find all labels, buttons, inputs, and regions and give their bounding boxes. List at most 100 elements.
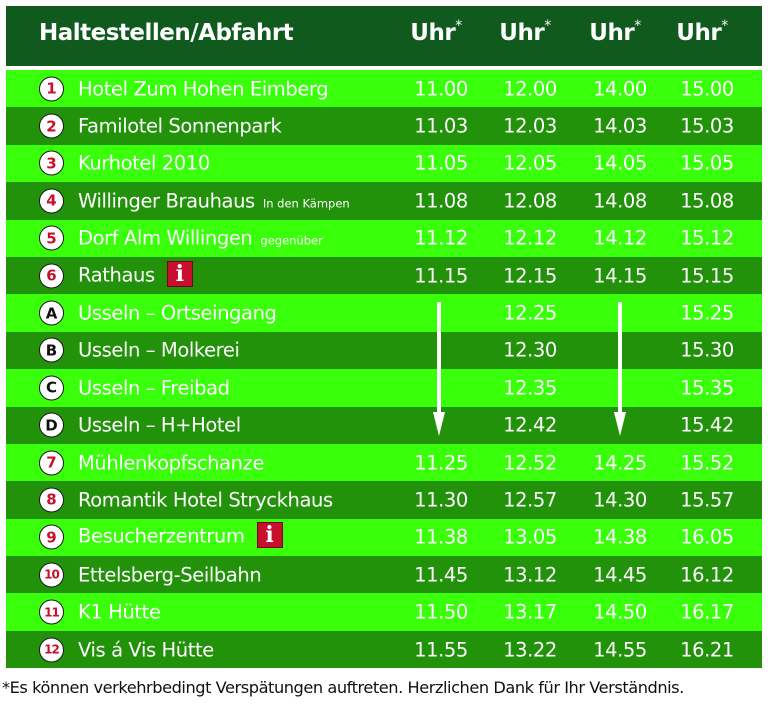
departure-time: 11.08 xyxy=(414,189,468,213)
table-row: 1 Hotel Zum Hohen Eimberg 11.00 12.00 14.00 1… xyxy=(6,70,762,108)
footnote-mark: * xyxy=(544,18,551,34)
table-row: 3 Kurhotel 2010 11.05 12.05 14.05 15.05 xyxy=(6,144,762,183)
stop-number-badge: 4 xyxy=(39,188,64,214)
header-column-label: Uhr xyxy=(410,20,456,46)
stop-name-cell: Vis á Vis Hütte xyxy=(78,638,214,661)
departure-time: 14.00 xyxy=(593,77,647,101)
stop-number-badge: 5 xyxy=(39,225,64,251)
tourist-info-icon: i xyxy=(256,522,283,549)
stop-name: Rathaus xyxy=(78,263,155,287)
header-column-2: Uhr* xyxy=(480,18,570,46)
departure-time: 15.05 xyxy=(680,151,734,175)
table-row: 8 Romantik Hotel Stryckhaus 11.30 12.57 14.3… xyxy=(6,481,762,519)
departure-time: 15.08 xyxy=(680,189,734,213)
table-row: 11 K1 Hütte 11.50 13.17 14.50 16.17 xyxy=(6,593,762,631)
stop-letter-badge: A xyxy=(39,300,64,326)
departure-time: 15.00 xyxy=(680,77,734,101)
departure-time: 11.25 xyxy=(414,451,468,475)
departure-time: 14.15 xyxy=(593,264,647,288)
stop-name: Usseln – H+Hotel xyxy=(78,413,241,437)
stop-letter-badge: D xyxy=(39,412,64,438)
stop-name-cell: Usseln – H+Hotel xyxy=(78,414,241,437)
departure-time: 12.05 xyxy=(503,151,557,175)
departure-time: 11.12 xyxy=(414,226,468,250)
stop-number-badge: 2 xyxy=(39,113,64,139)
departure-time: 16.05 xyxy=(680,525,734,549)
stop-name: Familotel Sonnenpark xyxy=(78,114,282,138)
stop-note: gegenüber xyxy=(260,233,323,248)
table-row: 12 Vis á Vis Hütte 11.55 13.22 14.55 16.21 xyxy=(6,630,762,669)
departure-time: 11.05 xyxy=(414,151,468,175)
table-row: A Usseln – Ortseingang 12.25 15.25 xyxy=(6,294,762,332)
stop-name: Romantik Hotel Stryckhaus xyxy=(78,488,333,512)
table-row: 5 Dorf Alm Willingen gegenüber 11.12 12.12 14… xyxy=(6,219,762,257)
stop-name: Vis á Vis Hütte xyxy=(78,638,214,662)
stop-number-badge: 9 xyxy=(39,524,64,550)
departure-time: 14.05 xyxy=(593,151,647,175)
departure-time: 13.12 xyxy=(503,563,557,587)
table-row: 2 Familotel Sonnenpark 11.03 12.03 14.03 15.0… xyxy=(6,107,762,145)
departure-time: 14.03 xyxy=(593,114,647,138)
departure-time: 15.15 xyxy=(680,264,734,288)
departure-time: 16.21 xyxy=(680,638,734,662)
stop-letter-badge: B xyxy=(39,337,64,363)
stop-number-badge: 11 xyxy=(39,599,64,625)
departure-time: 11.03 xyxy=(414,114,468,138)
stop-name: Usseln – Molkerei xyxy=(78,338,240,362)
footnote-mark: * xyxy=(455,18,462,34)
arrow-down-icon xyxy=(433,302,445,436)
stop-number-badge: 1 xyxy=(39,76,64,102)
stop-name-cell: Kurhotel 2010 xyxy=(78,152,210,175)
departure-time: 15.57 xyxy=(680,488,734,512)
departure-time: 11.45 xyxy=(414,563,468,587)
arrow-head xyxy=(433,411,445,436)
arrow-head xyxy=(614,411,626,436)
departure-time: 11.55 xyxy=(414,638,468,662)
departure-time: 12.57 xyxy=(503,488,557,512)
departure-time: 12.30 xyxy=(503,338,557,362)
header-title: Haltestellen/Abfahrt xyxy=(39,20,294,46)
stop-note: In den Kämpen xyxy=(262,196,350,211)
departure-time: 12.15 xyxy=(503,264,557,288)
departure-time: 16.17 xyxy=(680,600,734,624)
departure-time: 14.50 xyxy=(593,600,647,624)
departure-time: 14.30 xyxy=(593,488,647,512)
departure-time: 14.38 xyxy=(593,525,647,549)
stop-name-cell: Besucherzentrum i xyxy=(78,522,283,550)
departure-time: 11.15 xyxy=(414,264,468,288)
stop-name: Dorf Alm Willingen xyxy=(78,226,253,250)
stop-name-cell: Romantik Hotel Stryckhaus xyxy=(78,488,333,511)
departure-time: 14.25 xyxy=(593,451,647,475)
arrow-down-icon xyxy=(614,302,626,436)
departure-time: 15.12 xyxy=(680,226,734,250)
table-row: 7 Mühlenkopfschanze 11.25 12.52 14.25 15.52 xyxy=(6,443,762,482)
header-column-label: Uhr xyxy=(589,20,635,46)
departure-time: 11.30 xyxy=(414,488,468,512)
table-row: D Usseln – H+Hotel 12.42 15.42 xyxy=(6,406,762,444)
stop-name-cell: Usseln – Molkerei xyxy=(78,338,240,362)
departure-time: 12.25 xyxy=(503,301,557,325)
departure-time: 15.42 xyxy=(680,413,734,437)
table-row: 9 Besucherzentrum i 11.38 13.05 14.38 16.05 xyxy=(6,518,762,557)
departure-time: 14.12 xyxy=(593,226,647,250)
departure-time: 15.30 xyxy=(680,338,734,362)
stop-name-cell: Mühlenkopfschanze xyxy=(78,451,264,474)
table-row: 4 Willinger Brauhaus In den Kämpen 11.08 12.… xyxy=(6,182,762,220)
stop-name: Usseln – Ortseingang xyxy=(78,301,277,325)
stop-name: Kurhotel 2010 xyxy=(78,151,210,175)
departure-time: 15.52 xyxy=(680,451,734,475)
departure-time: 14.08 xyxy=(593,189,647,213)
stop-name: Willinger Brauhaus xyxy=(78,189,255,213)
header-column-4: Uhr* xyxy=(657,18,747,46)
footnote-mark: * xyxy=(721,18,728,34)
timetable: Haltestellen/Abfahrt Uhr* Uhr* Uhr* Uhr*… xyxy=(6,6,762,669)
stop-name: Ettelsberg-Seilbahn xyxy=(78,563,262,587)
header-column-1: Uhr* xyxy=(391,18,481,46)
departure-time: 13.17 xyxy=(503,600,557,624)
stop-letter-badge: C xyxy=(39,375,64,401)
departure-time: 12.12 xyxy=(503,226,557,250)
departure-time: 12.00 xyxy=(503,77,557,101)
footnote: *Es können verkehrbedingt Verspätungen a… xyxy=(2,678,684,697)
table-row: 10 Ettelsberg-Seilbahn 11.45 13.12 14.45 16.1… xyxy=(6,556,762,594)
stop-name: Besucherzentrum xyxy=(78,524,245,548)
